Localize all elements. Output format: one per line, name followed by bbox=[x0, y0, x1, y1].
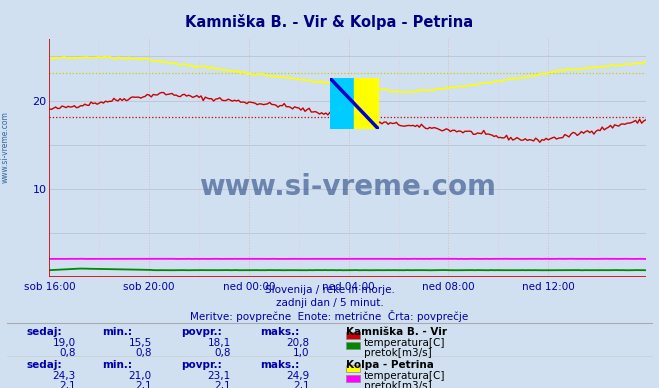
Text: min.:: min.: bbox=[102, 327, 132, 337]
Text: sedaj:: sedaj: bbox=[26, 327, 62, 337]
Text: Kamniška B. - Vir: Kamniška B. - Vir bbox=[346, 327, 447, 337]
Text: sedaj:: sedaj: bbox=[26, 360, 62, 370]
Text: 19,0: 19,0 bbox=[53, 338, 76, 348]
Text: temperatura[C]: temperatura[C] bbox=[364, 371, 445, 381]
Text: 1,0: 1,0 bbox=[293, 348, 310, 359]
Text: 0,8: 0,8 bbox=[59, 348, 76, 359]
Text: Kamniška B. - Vir & Kolpa - Petrina: Kamniška B. - Vir & Kolpa - Petrina bbox=[185, 14, 474, 29]
Text: povpr.:: povpr.: bbox=[181, 360, 222, 370]
Text: 15,5: 15,5 bbox=[129, 338, 152, 348]
Bar bbox=[355, 78, 379, 130]
Text: 21,0: 21,0 bbox=[129, 371, 152, 381]
Text: povpr.:: povpr.: bbox=[181, 327, 222, 337]
Text: 2,1: 2,1 bbox=[59, 381, 76, 388]
Text: maks.:: maks.: bbox=[260, 360, 300, 370]
Text: 0,8: 0,8 bbox=[135, 348, 152, 359]
Text: Slovenija / reke in morje.: Slovenija / reke in morje. bbox=[264, 285, 395, 295]
Text: 24,3: 24,3 bbox=[53, 371, 76, 381]
Text: min.:: min.: bbox=[102, 360, 132, 370]
Text: 24,9: 24,9 bbox=[287, 371, 310, 381]
Text: pretok[m3/s]: pretok[m3/s] bbox=[364, 381, 432, 388]
Text: 2,1: 2,1 bbox=[214, 381, 231, 388]
Text: 23,1: 23,1 bbox=[208, 371, 231, 381]
Text: 20,8: 20,8 bbox=[287, 338, 310, 348]
Text: 18,1: 18,1 bbox=[208, 338, 231, 348]
Text: 2,1: 2,1 bbox=[135, 381, 152, 388]
Bar bbox=[330, 78, 355, 130]
Text: pretok[m3/s]: pretok[m3/s] bbox=[364, 348, 432, 359]
Text: Meritve: povprečne  Enote: metrične  Črta: povprečje: Meritve: povprečne Enote: metrične Črta:… bbox=[190, 310, 469, 322]
Text: maks.:: maks.: bbox=[260, 327, 300, 337]
Text: www.si-vreme.com: www.si-vreme.com bbox=[1, 111, 10, 184]
Text: temperatura[C]: temperatura[C] bbox=[364, 338, 445, 348]
Text: Kolpa - Petrina: Kolpa - Petrina bbox=[346, 360, 434, 370]
Text: 2,1: 2,1 bbox=[293, 381, 310, 388]
Text: 0,8: 0,8 bbox=[214, 348, 231, 359]
Text: www.si-vreme.com: www.si-vreme.com bbox=[199, 173, 496, 201]
Text: zadnji dan / 5 minut.: zadnji dan / 5 minut. bbox=[275, 298, 384, 308]
